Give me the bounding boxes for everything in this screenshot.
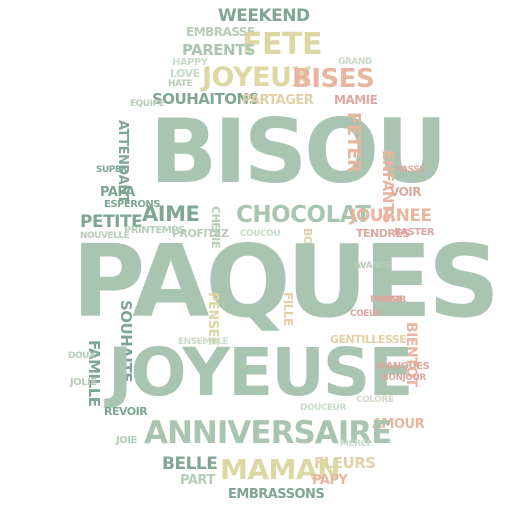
word-esperons: ESPERONS xyxy=(104,199,160,210)
word-journee: JOURNEE xyxy=(350,206,432,226)
word-equipe: EQUIPE xyxy=(130,99,165,109)
word-bientot: BIENTOT xyxy=(403,322,419,387)
word-belle: BELLE xyxy=(162,454,218,474)
word-hate: HATE xyxy=(168,79,193,89)
word-papa: PAPA xyxy=(100,185,135,200)
word-colore: COLORE xyxy=(356,395,394,405)
word-tendres: TENDRES xyxy=(356,227,410,240)
word-super: SUPER xyxy=(96,165,127,175)
word-paques: PAQUES xyxy=(72,223,500,340)
word-coucou: COUCOU xyxy=(240,229,281,239)
word-fleurs: FLEURS xyxy=(314,454,376,472)
word-grand: GRAND xyxy=(338,57,372,67)
word-joyeuse: JOYEUSE xyxy=(108,334,413,411)
word-chocolat: CHOCOLAT xyxy=(236,202,371,228)
word-mamie: MAMIE xyxy=(334,93,378,107)
word-part: PART xyxy=(180,473,215,488)
word-bouquet: BOUQUET xyxy=(301,228,314,285)
word-merci: MERCI xyxy=(340,439,370,449)
word-embrasse: EMBRASSE xyxy=(186,25,255,39)
word-amour: AMOUR xyxy=(372,417,425,432)
word-jolie: JOLIE xyxy=(70,377,97,388)
word-attendant: ATTENDANT xyxy=(115,120,130,203)
word-love: LOVE xyxy=(170,67,200,80)
word-douceur: DOUCEUR xyxy=(300,403,346,413)
word-partager: PARTAGER xyxy=(242,93,314,108)
word-feter: FETER xyxy=(343,112,364,173)
word-plaisir: PLAISIR xyxy=(370,295,406,305)
word-fille: FILLE xyxy=(281,292,295,326)
word-voir: VOIR xyxy=(390,185,421,199)
word-manques: MANQUES xyxy=(376,361,430,372)
word-famille: FAMILLE xyxy=(85,340,103,407)
word-ensemble: ENSEMBLE xyxy=(178,337,229,347)
word-avance: AVANCE xyxy=(354,261,391,271)
word-joie: JOIE xyxy=(116,435,137,446)
word-bonjour: BONJOUR xyxy=(382,373,426,383)
word-weekend: WEEKEND xyxy=(218,6,310,26)
word-aime: AIME xyxy=(142,202,200,226)
word-faire: FAIRE xyxy=(378,295,405,305)
word-profitez: PROFITEZ xyxy=(172,227,229,240)
word-printemps: PRINTEMPS xyxy=(124,225,185,236)
word-parents: PARENTS xyxy=(182,41,256,59)
word-happy: HAPPY xyxy=(172,57,208,68)
word-doux: DOUX xyxy=(68,351,96,361)
word-embrassons: EMBRASSONS xyxy=(228,487,325,502)
word-bises: BISES xyxy=(292,64,375,94)
word-souhaitons: SOUHAITONS xyxy=(152,90,259,108)
word-souhaite: SOUHAITE xyxy=(117,300,135,382)
word-passe: PASSE xyxy=(396,165,425,175)
word-gentillesse: GENTILLESSE xyxy=(330,333,407,346)
word-enfants: ENFANTS xyxy=(379,150,397,224)
word-papy: PAPY xyxy=(312,473,348,488)
word-easter: EASTER xyxy=(394,227,435,238)
word-fete: FETE xyxy=(242,27,322,62)
word-petite: PETITE xyxy=(80,212,143,232)
word-cherie: CHERIE xyxy=(209,206,222,248)
word-nouvelle: NOUVELLE xyxy=(80,231,130,241)
word-coeur: COEUR xyxy=(350,309,383,319)
word-revoir: REVOIR xyxy=(104,405,148,418)
word-pensee: PENSEE xyxy=(205,292,220,346)
word-maman: MAMAN xyxy=(220,453,341,486)
word-anniversaire: ANNIVERSAIRE xyxy=(144,415,392,451)
word-bisou: BISOU xyxy=(150,100,447,203)
word-joyeux: JOYEUX xyxy=(202,62,312,93)
